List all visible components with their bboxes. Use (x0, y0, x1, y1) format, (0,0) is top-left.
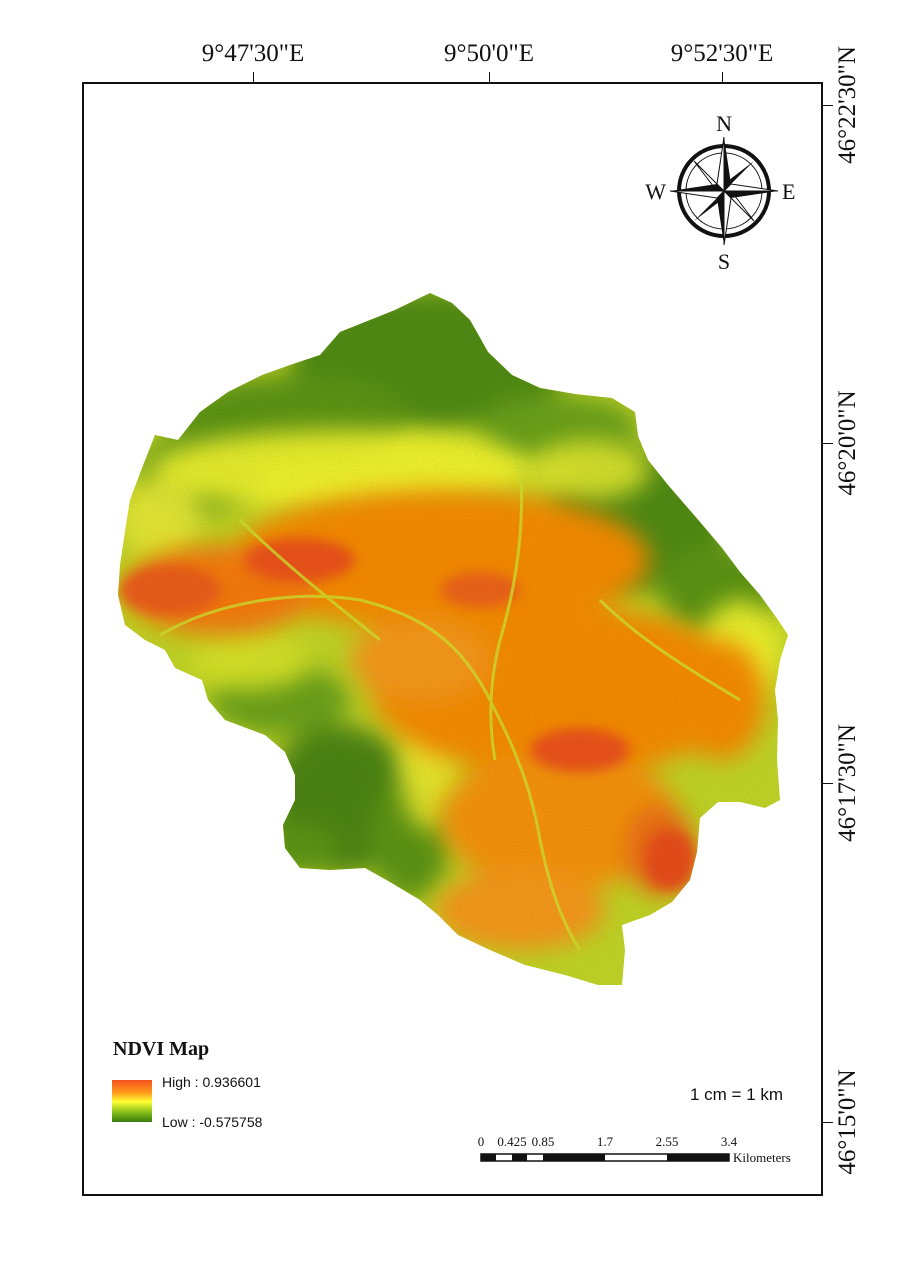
scale-tick-label: 2.55 (655, 1134, 679, 1149)
longitude-label-3: 9°52'30"E (670, 40, 774, 67)
scale-bar (480, 1153, 730, 1162)
scale-unit-label: Kilometers (733, 1150, 791, 1165)
scale-tick-label: 0.85 (531, 1134, 555, 1149)
longitude-label-1: 9°47'30"E (201, 40, 305, 67)
scale-tick-label: 3.4 (720, 1134, 738, 1149)
legend-high-label: High : 0.936601 (162, 1074, 261, 1090)
compass-south-label: S (718, 249, 730, 274)
ndvi-raster (118, 293, 788, 985)
latitude-tick (823, 783, 833, 784)
legend-color-ramp (112, 1080, 152, 1122)
latitude-tick (823, 443, 833, 444)
legend-low-label: Low : -0.575758 (162, 1114, 263, 1130)
longitude-tick (489, 72, 490, 82)
scale-tick-label: 0.425 (497, 1134, 527, 1149)
longitude-tick (722, 72, 723, 82)
latitude-tick (823, 1122, 833, 1123)
compass-west-label: W (645, 179, 666, 204)
north-arrow-compass: N S E W (645, 111, 795, 274)
longitude-tick (253, 72, 254, 82)
scale-tick-label: 1.7 (596, 1134, 614, 1149)
compass-east-label: E (782, 179, 795, 204)
latitude-tick (823, 105, 833, 106)
scale-ratio-text: 1 cm = 1 km (690, 1085, 784, 1104)
scale-tick-label: 0 (477, 1134, 485, 1149)
compass-main-points (669, 136, 779, 246)
longitude-label-2: 9°50'0"E (444, 40, 534, 67)
raster-texture (118, 293, 788, 985)
legend-title: NDVI Map (113, 1038, 210, 1060)
compass-north-label: N (716, 111, 732, 136)
map-frame (82, 82, 823, 1196)
